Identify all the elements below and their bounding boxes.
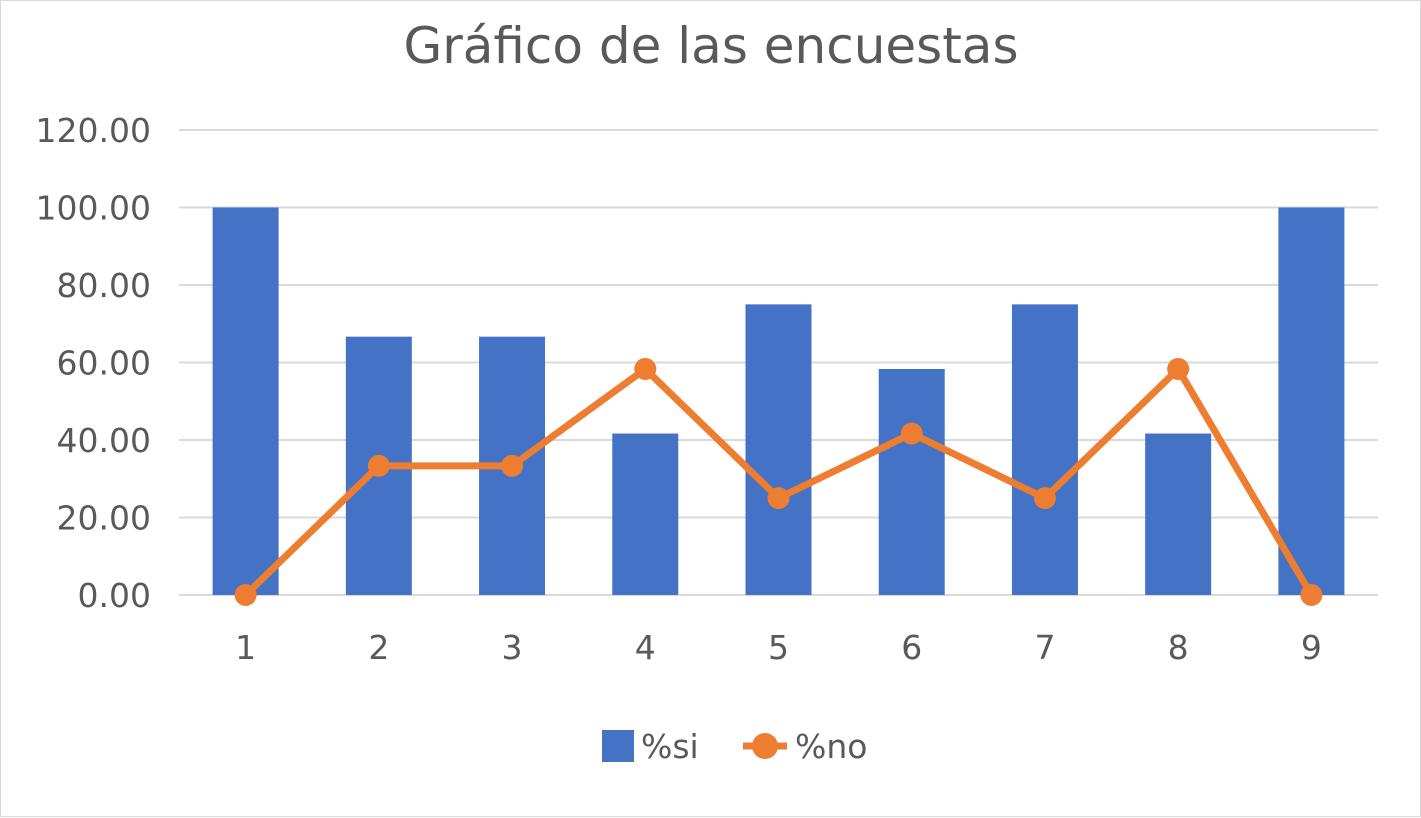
bar-si-6 bbox=[878, 368, 945, 595]
y-axis-tick-labels: 0.00 20.00 40.00 60.00 80.00 100.00 120.00 bbox=[36, 111, 151, 615]
x-tick-label: 1 bbox=[235, 628, 256, 667]
point-no-1 bbox=[234, 584, 257, 606]
y-tick-label: 40.00 bbox=[57, 421, 151, 460]
point-no-9 bbox=[1300, 584, 1323, 606]
bar-si-5 bbox=[745, 304, 812, 595]
bar-si-8 bbox=[1145, 433, 1212, 595]
y-tick-label: 60.00 bbox=[57, 344, 151, 383]
bar-si-4 bbox=[612, 433, 679, 595]
point-no-2 bbox=[367, 454, 390, 477]
bar-series bbox=[212, 207, 1345, 595]
x-tick-label: 2 bbox=[368, 628, 389, 667]
x-tick-label: 8 bbox=[1168, 628, 1189, 667]
legend-label-si: %si bbox=[641, 727, 699, 766]
x-tick-label: 7 bbox=[1034, 628, 1055, 667]
x-axis-tick-labels: 1 2 3 4 5 6 7 8 9 bbox=[235, 628, 1322, 667]
x-tick-label: 6 bbox=[901, 628, 922, 667]
x-tick-label: 3 bbox=[502, 628, 523, 667]
point-no-7 bbox=[1033, 487, 1056, 510]
y-tick-label: 100.00 bbox=[36, 189, 151, 228]
y-tick-label: 20.00 bbox=[57, 499, 151, 538]
x-tick-label: 9 bbox=[1301, 628, 1322, 667]
chart-title: Gráfico de las encuestas bbox=[403, 17, 1018, 75]
legend-label-no: %no bbox=[795, 727, 867, 766]
legend-swatch-marker-no bbox=[752, 733, 778, 759]
line-series bbox=[234, 357, 1323, 606]
x-tick-label: 4 bbox=[635, 628, 656, 667]
point-no-5 bbox=[767, 487, 790, 510]
point-no-8 bbox=[1167, 357, 1190, 380]
point-no-3 bbox=[501, 454, 524, 477]
y-tick-label: 0.00 bbox=[78, 576, 151, 615]
point-no-4 bbox=[634, 357, 657, 380]
bar-si-1 bbox=[212, 207, 279, 595]
y-tick-label: 80.00 bbox=[57, 266, 151, 305]
x-tick-label: 5 bbox=[768, 628, 789, 667]
y-tick-label: 120.00 bbox=[36, 111, 151, 150]
legend: %si %no bbox=[602, 727, 867, 766]
legend-swatch-si bbox=[602, 730, 634, 762]
point-no-6 bbox=[900, 422, 923, 445]
bar-si-9 bbox=[1278, 207, 1345, 595]
bar-si-7 bbox=[1011, 304, 1078, 595]
